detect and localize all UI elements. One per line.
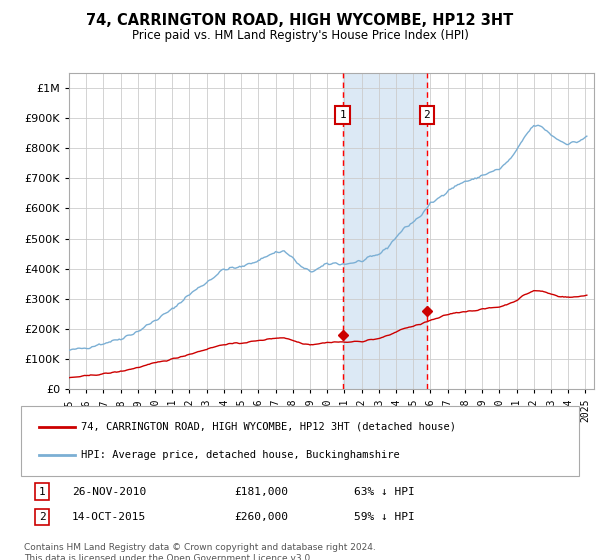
Text: Contains HM Land Registry data © Crown copyright and database right 2024.
This d: Contains HM Land Registry data © Crown c… (24, 543, 376, 560)
Text: 63% ↓ HPI: 63% ↓ HPI (354, 487, 415, 497)
Text: 14-OCT-2015: 14-OCT-2015 (72, 512, 146, 522)
Text: £260,000: £260,000 (234, 512, 288, 522)
Text: 2: 2 (38, 512, 46, 522)
Text: Price paid vs. HM Land Registry's House Price Index (HPI): Price paid vs. HM Land Registry's House … (131, 29, 469, 42)
Text: 74, CARRINGTON ROAD, HIGH WYCOMBE, HP12 3HT: 74, CARRINGTON ROAD, HIGH WYCOMBE, HP12 … (86, 13, 514, 28)
Text: HPI: Average price, detached house, Buckinghamshire: HPI: Average price, detached house, Buck… (81, 450, 400, 460)
Text: 1: 1 (38, 487, 46, 497)
Text: 1: 1 (340, 110, 346, 120)
Text: 59% ↓ HPI: 59% ↓ HPI (354, 512, 415, 522)
Text: 74, CARRINGTON ROAD, HIGH WYCOMBE, HP12 3HT (detached house): 74, CARRINGTON ROAD, HIGH WYCOMBE, HP12 … (81, 422, 456, 432)
Text: £181,000: £181,000 (234, 487, 288, 497)
Bar (343, 73, 427, 389)
Text: 2: 2 (424, 110, 430, 120)
Text: 26-NOV-2010: 26-NOV-2010 (72, 487, 146, 497)
